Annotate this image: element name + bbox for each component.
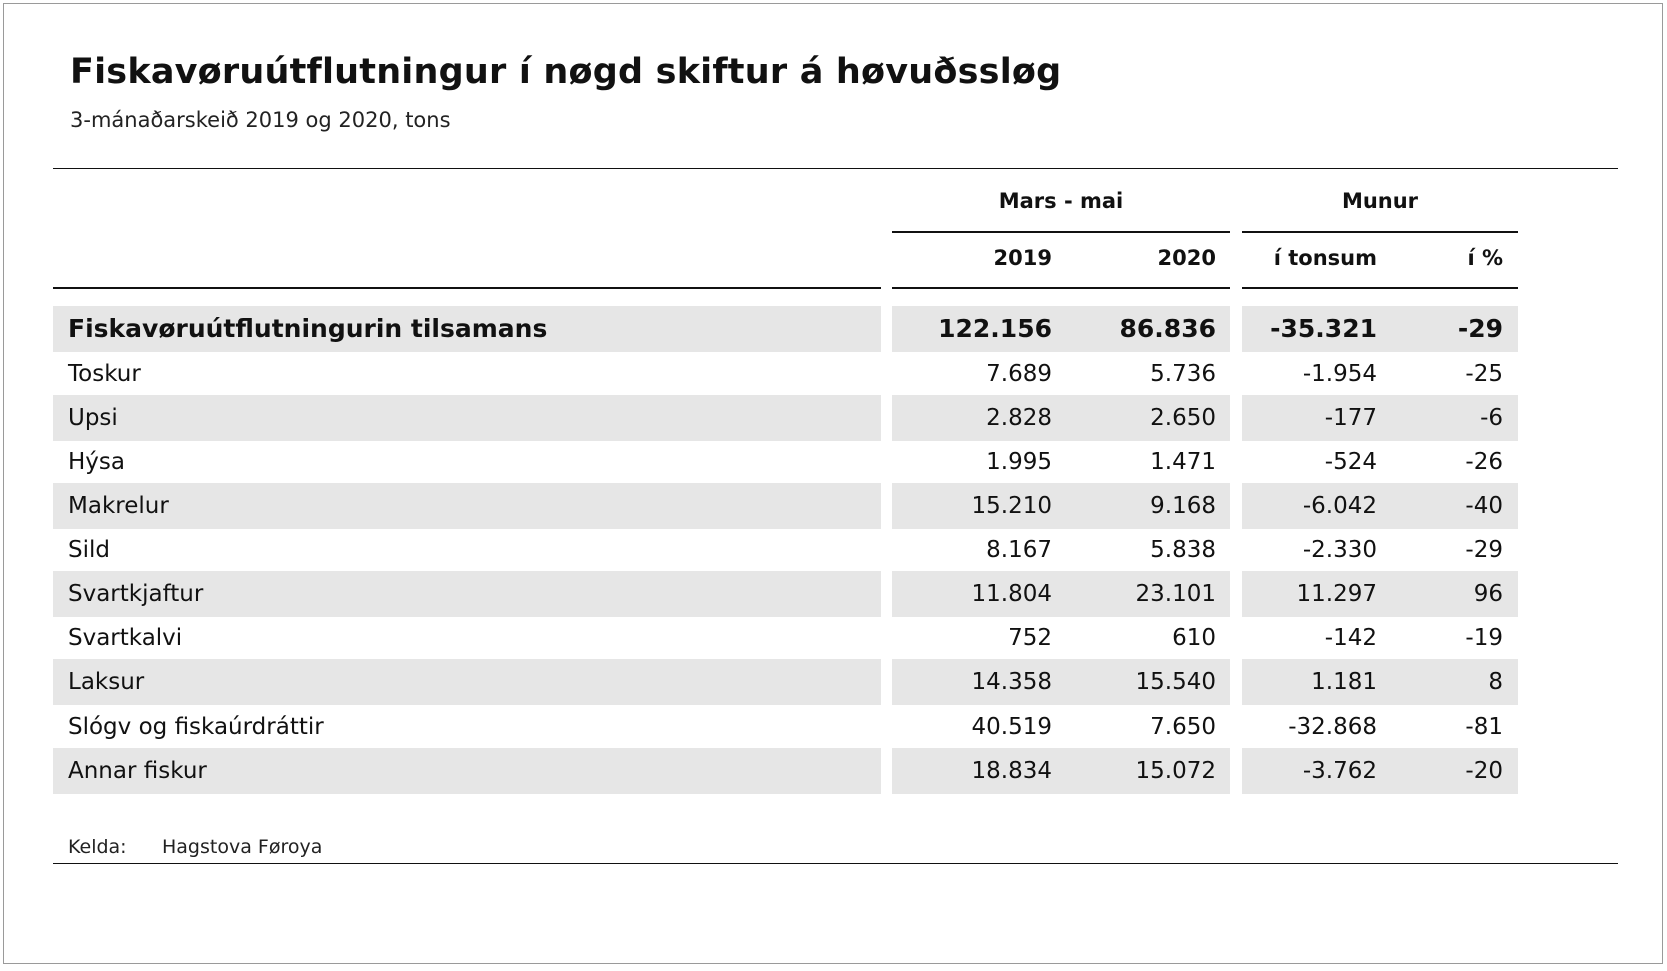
- cell-2019: 8.167: [986, 537, 1052, 563]
- row-label: Svartkalvi: [68, 625, 183, 651]
- row-band: [892, 571, 1230, 617]
- cell-2019: 7.689: [986, 361, 1052, 387]
- row-band: [892, 748, 1230, 794]
- header-group-diff-rule: [1242, 231, 1518, 233]
- cell-diff-tons: -177: [1324, 405, 1377, 431]
- cell-2020: 1.471: [1150, 449, 1216, 475]
- cell-diff-pct: -40: [1465, 493, 1503, 519]
- cell-diff-tons: -2.330: [1302, 537, 1377, 563]
- header-group-period-rule: [892, 231, 1230, 233]
- row-label: Svartkjaftur: [68, 581, 204, 607]
- cell-diff-tons: -32.868: [1288, 714, 1377, 740]
- cell-diff-pct: -25: [1465, 361, 1503, 387]
- header-col-diff-tons: í tonsum: [1273, 246, 1377, 270]
- row-label: Makrelur: [68, 493, 169, 519]
- cell-2019: 15.210: [971, 493, 1052, 519]
- cell-diff-tons: -3.762: [1302, 758, 1377, 784]
- cell-diff-pct: -6: [1480, 405, 1503, 431]
- cell-diff-pct: 8: [1488, 669, 1503, 695]
- header-col-2019: 2019: [993, 246, 1052, 270]
- cell-diff-tons: -6.042: [1302, 493, 1377, 519]
- cell-2019: 1.995: [986, 449, 1052, 475]
- cell-diff-pct: -19: [1465, 625, 1503, 651]
- row-band: [1242, 483, 1518, 529]
- header-rule-label: [53, 287, 881, 289]
- header-col-diff-pct: í %: [1467, 246, 1503, 270]
- header-col-2020: 2020: [1157, 246, 1216, 270]
- cell-2019: 14.358: [971, 669, 1052, 695]
- source-value: Hagstova Føroya: [162, 836, 323, 858]
- cell-2020: 7.650: [1150, 714, 1216, 740]
- row-band: [1242, 306, 1518, 352]
- cell-2019: 752: [1008, 625, 1052, 651]
- cell-2020: 15.072: [1135, 758, 1216, 784]
- cell-2020: 15.540: [1135, 669, 1216, 695]
- top-rule: [53, 168, 1618, 169]
- row-band: [1242, 395, 1518, 441]
- row-band: [1242, 571, 1518, 617]
- row-band: [1242, 659, 1518, 705]
- cell-diff-pct: -26: [1465, 449, 1503, 475]
- row-label: Upsi: [68, 405, 118, 431]
- table-title: Fiskavøruútflutningur í nøgd skiftur á h…: [70, 52, 1062, 92]
- cell-diff-tons: -1.954: [1302, 361, 1377, 387]
- cell-diff-tons: -524: [1324, 449, 1377, 475]
- row-band: [892, 306, 1230, 352]
- source-label: Kelda:: [68, 836, 127, 858]
- cell-diff-pct: 96: [1473, 581, 1503, 607]
- table-subtitle: 3-mánaðarskeið 2019 og 2020, tons: [70, 108, 451, 132]
- row-band: [53, 659, 881, 705]
- cell-diff-pct: -29: [1465, 537, 1503, 563]
- row-label: Annar fiskur: [68, 758, 207, 784]
- cell-2020: 23.101: [1135, 581, 1216, 607]
- cell-2019: 11.804: [971, 581, 1052, 607]
- row-band: [53, 748, 881, 794]
- header-group-diff: Munur: [1341, 189, 1419, 213]
- header-rule-period: [892, 287, 1230, 289]
- table-frame: [3, 3, 1663, 964]
- cell-diff-tons: 1.181: [1311, 669, 1377, 695]
- cell-2020: 2.650: [1150, 405, 1216, 431]
- row-label: Fiskavøruútflutningurin tilsamans: [68, 314, 548, 343]
- row-label: Laksur: [68, 669, 145, 695]
- cell-2019: 18.834: [971, 758, 1052, 784]
- row-band: [892, 659, 1230, 705]
- row-band: [53, 306, 881, 352]
- cell-2020: 9.168: [1150, 493, 1216, 519]
- cell-2019: 2.828: [986, 405, 1052, 431]
- row-band: [892, 483, 1230, 529]
- row-band: [53, 571, 881, 617]
- cell-2020: 86.836: [1119, 314, 1216, 343]
- row-label: Sild: [68, 537, 110, 563]
- row-band: [1242, 748, 1518, 794]
- cell-2019: 122.156: [938, 314, 1052, 343]
- row-label: Toskur: [68, 361, 141, 387]
- cell-2020: 610: [1172, 625, 1216, 651]
- cell-diff-tons: -142: [1324, 625, 1377, 651]
- cell-2020: 5.736: [1150, 361, 1216, 387]
- cell-diff-pct: -20: [1465, 758, 1503, 784]
- cell-2020: 5.838: [1150, 537, 1216, 563]
- row-label: Slógv og fiskaúrdráttir: [68, 714, 324, 740]
- row-band: [892, 395, 1230, 441]
- cell-diff-tons: -35.321: [1270, 314, 1377, 343]
- cell-diff-tons: 11.297: [1296, 581, 1377, 607]
- cell-2019: 40.519: [971, 714, 1052, 740]
- header-group-period: Mars - mai: [998, 189, 1124, 213]
- row-band: [53, 483, 881, 529]
- cell-diff-pct: -81: [1465, 714, 1503, 740]
- bottom-rule: [53, 863, 1618, 864]
- row-band: [53, 395, 881, 441]
- row-label: Hýsa: [68, 449, 125, 475]
- header-rule-diff: [1242, 287, 1518, 289]
- cell-diff-pct: -29: [1457, 314, 1503, 343]
